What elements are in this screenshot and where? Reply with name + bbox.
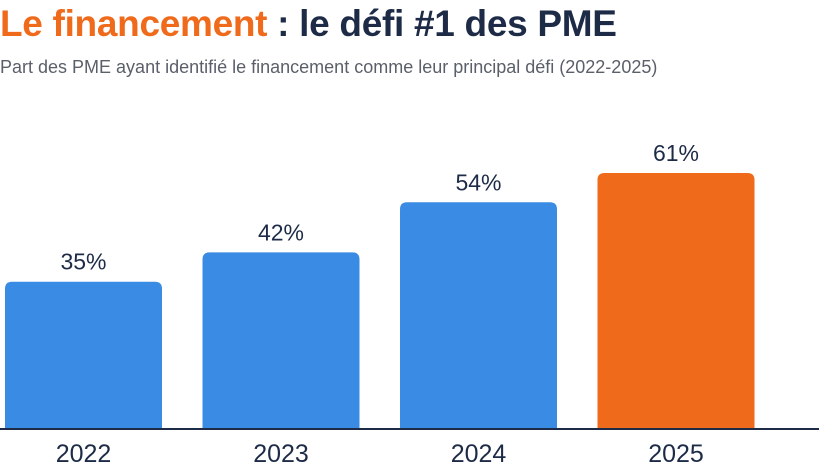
chart-title-accent: Le financement	[0, 3, 268, 44]
data-label-2025: 61%	[653, 140, 699, 166]
chart-title: Le financement : le défi #1 des PME	[0, 2, 617, 46]
data-label-2022: 35%	[60, 249, 106, 275]
bar-2025	[597, 173, 755, 428]
bar-group: 35% 42% 54% 61%	[5, 140, 755, 428]
x-tick-label-2022: 2022	[56, 440, 112, 468]
chart-title-rest: : le défi #1 des PME	[267, 3, 617, 44]
bar-2023	[202, 252, 360, 428]
x-tick-label-2025: 2025	[648, 440, 704, 468]
data-label-2024: 54%	[455, 169, 501, 195]
data-label-2023: 42%	[258, 219, 304, 245]
bar-2024	[400, 202, 557, 428]
tick-label-group: 2022 2023 2024 2025	[56, 440, 704, 468]
chart-subtitle: Part des PME ayant identifié le financem…	[0, 57, 658, 77]
bar-2022	[5, 281, 162, 428]
x-tick-label-2024: 2024	[451, 440, 507, 468]
x-tick-label-2023: 2023	[253, 440, 309, 468]
